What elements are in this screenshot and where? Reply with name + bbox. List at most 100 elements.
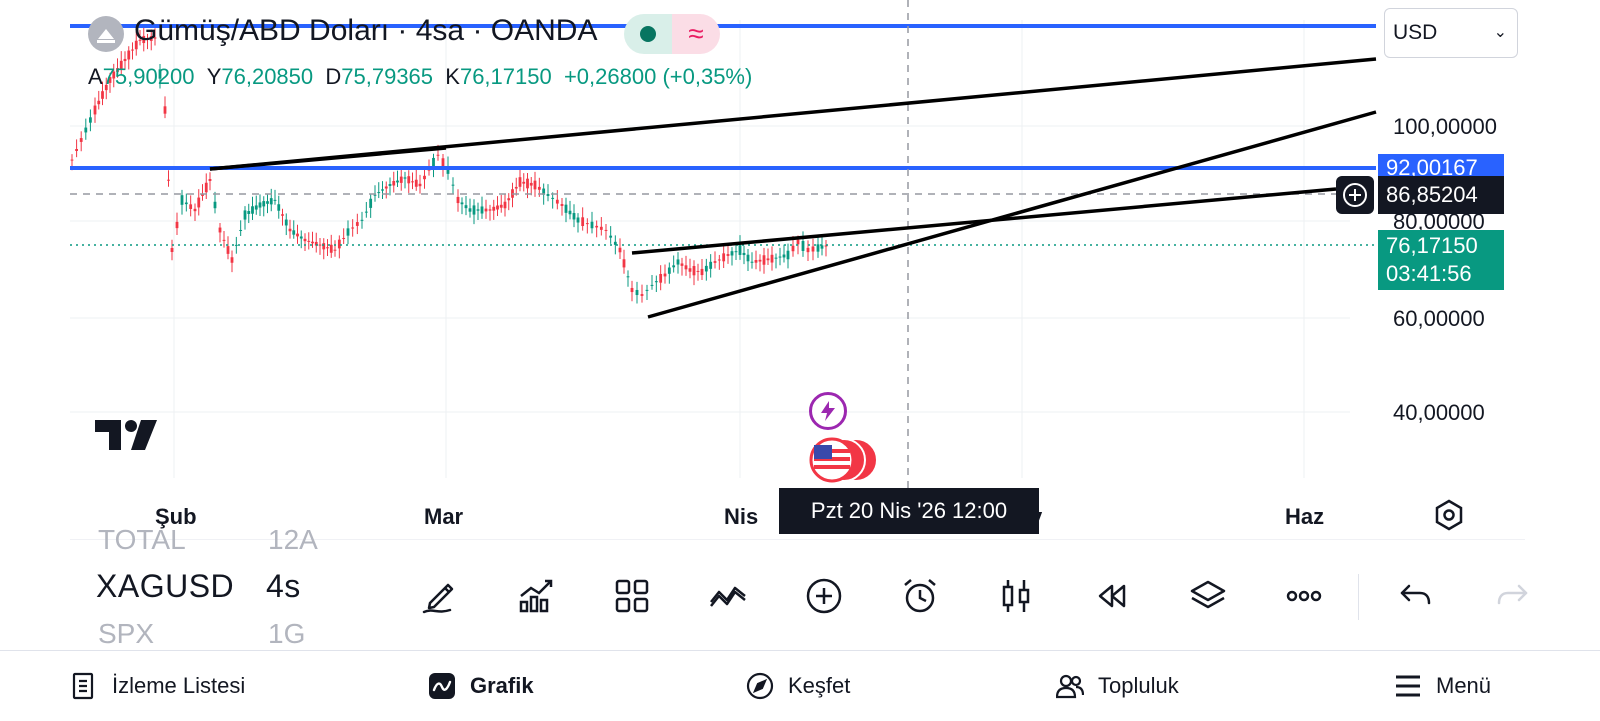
currency-value: USD (1393, 21, 1438, 44)
nav-explore[interactable]: Keşfet (746, 656, 850, 716)
add-button[interactable] (802, 574, 846, 618)
replay-button[interactable] (1090, 574, 1134, 618)
symbol-logo[interactable] (88, 16, 124, 52)
nav-menu[interactable]: Menü (1394, 656, 1491, 716)
candle-body (134, 40, 138, 50)
bottom-navigation (0, 650, 1600, 721)
grid (70, 20, 1350, 478)
ohlc-close-key: K (445, 64, 460, 89)
candle-body (484, 208, 488, 212)
ohlc-open-value: 75,90200 (102, 64, 195, 89)
candle-body (774, 257, 778, 259)
candle-body (522, 181, 526, 184)
candle-body (377, 192, 381, 194)
earnings-event-marker[interactable] (809, 392, 847, 430)
layers-icon (1190, 580, 1226, 609)
nav-watchlist-label: İzleme Listesi (112, 673, 246, 698)
drawing-tool-button[interactable] (418, 574, 462, 618)
symbol-title[interactable]: Gümüş/ABD Doları · 4sa · OANDA (134, 14, 598, 47)
candles-icon (1002, 580, 1030, 612)
prev-interval[interactable]: 12A (268, 528, 318, 555)
candle-body (820, 245, 824, 249)
candle-body (791, 245, 795, 252)
current-interval[interactable]: 4s (266, 568, 301, 604)
candle-body (364, 211, 368, 213)
economic-events-marker[interactable] (808, 436, 880, 484)
candle-body (79, 138, 83, 142)
candle-body (650, 284, 654, 286)
prev-symbol[interactable]: TOTAL (98, 528, 186, 555)
candle-body (197, 197, 201, 208)
candle-body (645, 289, 649, 291)
price-chart[interactable] (0, 0, 1600, 540)
add-alert-button[interactable] (1336, 176, 1374, 214)
undo-icon (1400, 584, 1431, 605)
candle-body (108, 77, 112, 83)
candle-body (342, 237, 346, 239)
current-symbol[interactable]: XAGUSD (96, 568, 235, 604)
candle-body (546, 194, 550, 196)
candle-body (355, 222, 359, 226)
candle-body (518, 177, 522, 187)
candle-body (717, 259, 721, 261)
candle-body (709, 261, 713, 269)
chart-type-button[interactable] (994, 574, 1038, 618)
tradingview-logo-icon[interactable] (95, 420, 157, 452)
next-interval[interactable]: 1G (268, 618, 306, 649)
candle-body (396, 180, 399, 183)
candle-body (284, 219, 288, 226)
candle-body (254, 205, 258, 210)
layout-button[interactable] (610, 574, 654, 618)
object-tree-button[interactable] (1186, 574, 1230, 618)
symbol-picker[interactable]: TOTAL 12A XAGUSD 4s SPX 1G (90, 528, 410, 650)
candle-body (746, 254, 750, 262)
candle-body (618, 247, 622, 253)
candle-body (158, 69, 162, 79)
candle-body (70, 159, 74, 161)
candle-body (351, 227, 355, 229)
candle-body (123, 58, 127, 62)
candle-body (296, 233, 299, 237)
undo-button[interactable] (1394, 574, 1438, 618)
zigzag-icon (710, 586, 746, 607)
market-open-indicator[interactable] (624, 14, 672, 54)
plus-circle-icon (806, 578, 842, 614)
chart-settings-button[interactable] (1432, 498, 1472, 534)
alarm-icon (904, 579, 936, 613)
candle-body (654, 281, 658, 283)
candle-body (456, 196, 460, 204)
nav-chart[interactable]: Grafik (428, 656, 534, 716)
nav-community[interactable]: Topluluk (1056, 656, 1179, 716)
currency-select[interactable]: USD ⌄ (1384, 8, 1518, 58)
hexagon-settings-icon (1435, 499, 1463, 531)
status-pills[interactable]: ≈ (624, 14, 720, 54)
candle-body (713, 261, 717, 263)
candle-body (346, 228, 350, 236)
candle-body (537, 186, 541, 190)
candle-body (384, 186, 388, 189)
candle-body (329, 244, 333, 253)
compare-button[interactable] (706, 574, 750, 618)
candle-body (806, 247, 810, 253)
crosshair-price-tag: 86,85204 (1378, 176, 1504, 214)
candle-body (184, 202, 188, 205)
nav-watchlist[interactable]: İzleme Listesi (70, 656, 245, 716)
candle-body (226, 246, 230, 254)
candle-body (551, 197, 555, 199)
candle-body (626, 276, 630, 278)
chevron-down-icon: ⌄ (1493, 24, 1507, 41)
candle-body (613, 241, 617, 245)
more-icon (1286, 590, 1322, 602)
more-button[interactable] (1282, 574, 1326, 618)
toolbar-divider (1358, 574, 1359, 620)
redo-button[interactable] (1490, 574, 1534, 618)
data-delay-indicator[interactable]: ≈ (672, 14, 720, 54)
nav-explore-label: Keşfet (788, 673, 851, 698)
alert-button[interactable] (898, 574, 942, 618)
indicators-button[interactable] (514, 574, 558, 618)
candle-body (526, 178, 529, 189)
next-symbol[interactable]: SPX (98, 618, 155, 649)
candle-body (730, 251, 734, 256)
us-flag-icon (809, 437, 878, 483)
candle-body (149, 36, 153, 41)
